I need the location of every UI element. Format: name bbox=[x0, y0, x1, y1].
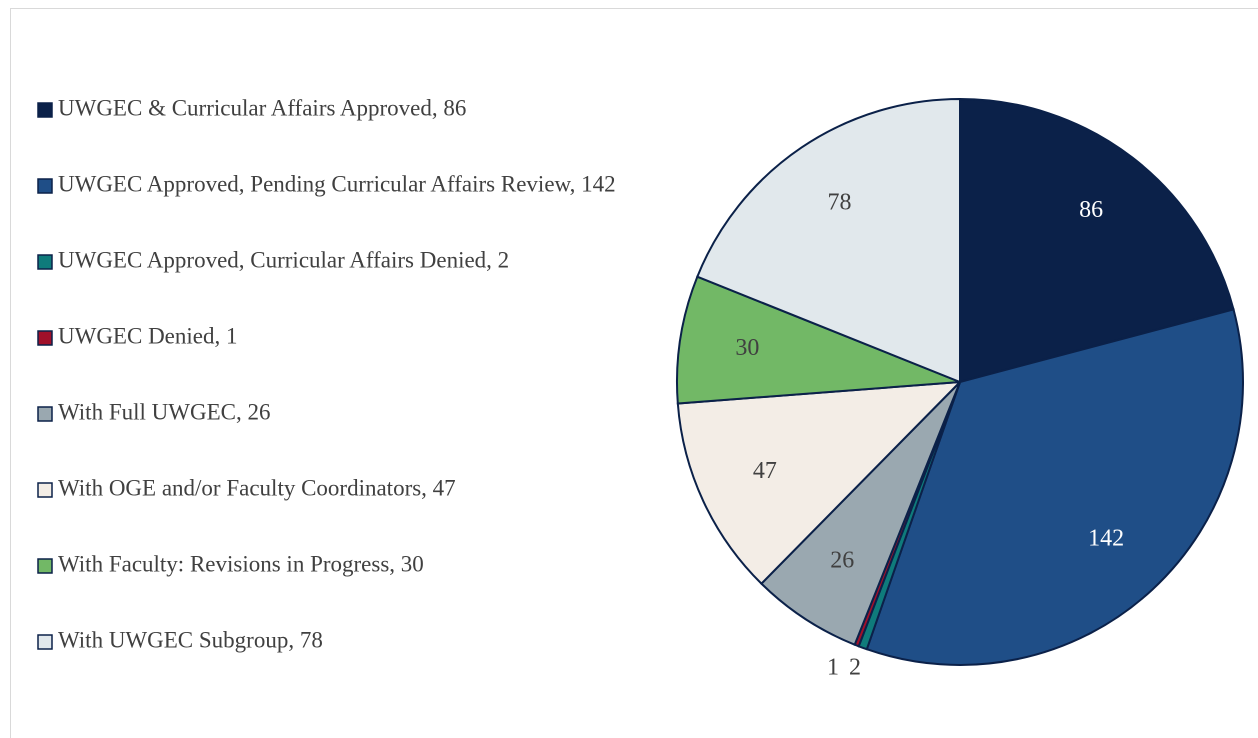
legend-label: UWGEC & Curricular Affairs Approved, 86 bbox=[58, 95, 466, 120]
pie-slice bbox=[696, 97, 961, 384]
data-label: 1 bbox=[827, 655, 839, 681]
data-label: 47 bbox=[753, 458, 777, 484]
legend-swatch bbox=[37, 558, 53, 574]
data-label: 142 bbox=[1088, 525, 1124, 551]
pie-slice bbox=[760, 381, 961, 646]
legend-label: With OGE and/or Faculty Coordinators, 47 bbox=[58, 475, 456, 500]
legend-label: UWGEC Denied, 1 bbox=[58, 323, 238, 348]
pie-slice bbox=[676, 380, 963, 586]
legend-swatch bbox=[37, 102, 53, 118]
legend-swatch bbox=[37, 634, 53, 650]
legend-swatch bbox=[37, 406, 53, 422]
legend-swatch bbox=[37, 330, 53, 346]
legend-label: With Full UWGEC, 26 bbox=[58, 399, 270, 424]
legend-label: With Faculty: Revisions in Progress, 30 bbox=[58, 551, 424, 576]
pie-slice bbox=[676, 275, 961, 405]
pie-slice bbox=[865, 308, 1244, 666]
data-label: 78 bbox=[827, 189, 851, 215]
data-label: 86 bbox=[1079, 197, 1103, 223]
legend-swatch bbox=[37, 178, 53, 194]
legend-label: UWGEC Approved, Curricular Affairs Denie… bbox=[58, 247, 509, 272]
legend-label: With UWGEC Subgroup, 78 bbox=[58, 627, 323, 652]
data-label: 26 bbox=[830, 547, 854, 573]
data-label: 2 bbox=[849, 655, 861, 681]
pie-slice bbox=[959, 97, 1235, 384]
legend-swatch bbox=[37, 482, 53, 498]
legend-swatch bbox=[37, 254, 53, 270]
data-label: 30 bbox=[735, 335, 759, 361]
legend-label: UWGEC Approved, Pending Curricular Affai… bbox=[58, 171, 616, 196]
